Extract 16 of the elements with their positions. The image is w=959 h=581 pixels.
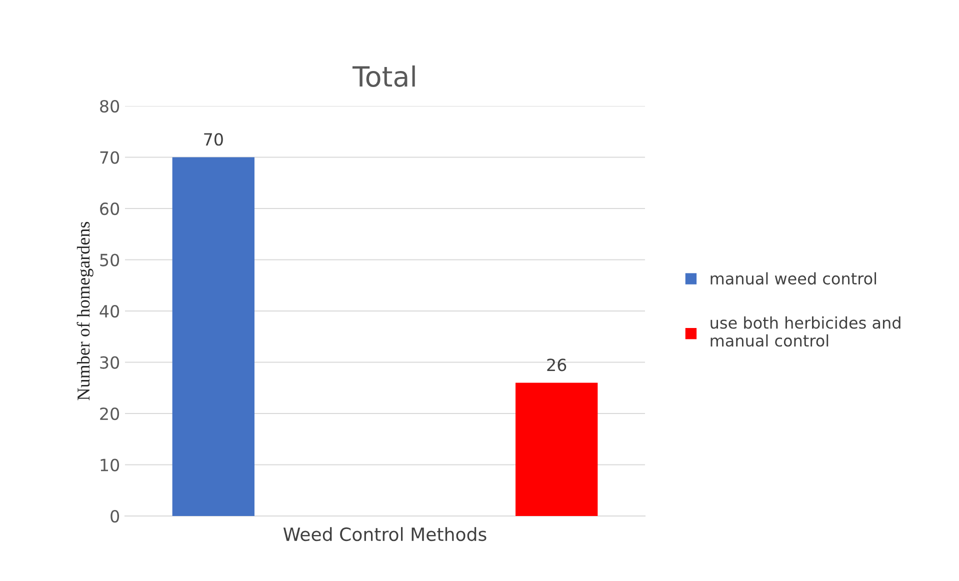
y-tick-label: 0 — [110, 510, 120, 523]
y-tick-label: 60 — [100, 202, 120, 216]
x-tick-label: Weed Control Methods — [283, 527, 486, 542]
y-tick-label: 30 — [100, 356, 120, 369]
legend-label: manual weed control — [710, 272, 876, 285]
y-tick-label: 10 — [100, 458, 120, 472]
data-label: 26 — [547, 358, 566, 372]
legend-label: use both herbicides and manual control — [710, 316, 900, 347]
data-label: 70 — [204, 133, 223, 146]
y-tick-label: 80 — [100, 100, 120, 113]
y-tick-label: 70 — [100, 151, 120, 164]
y-tick-label: 50 — [100, 254, 120, 266]
y-tick-label: 40 — [100, 304, 120, 318]
chart-title: Total — [352, 65, 415, 87]
y-tick-label: 20 — [100, 407, 120, 420]
y-axis-title: Number of homegardens — [76, 222, 94, 400]
